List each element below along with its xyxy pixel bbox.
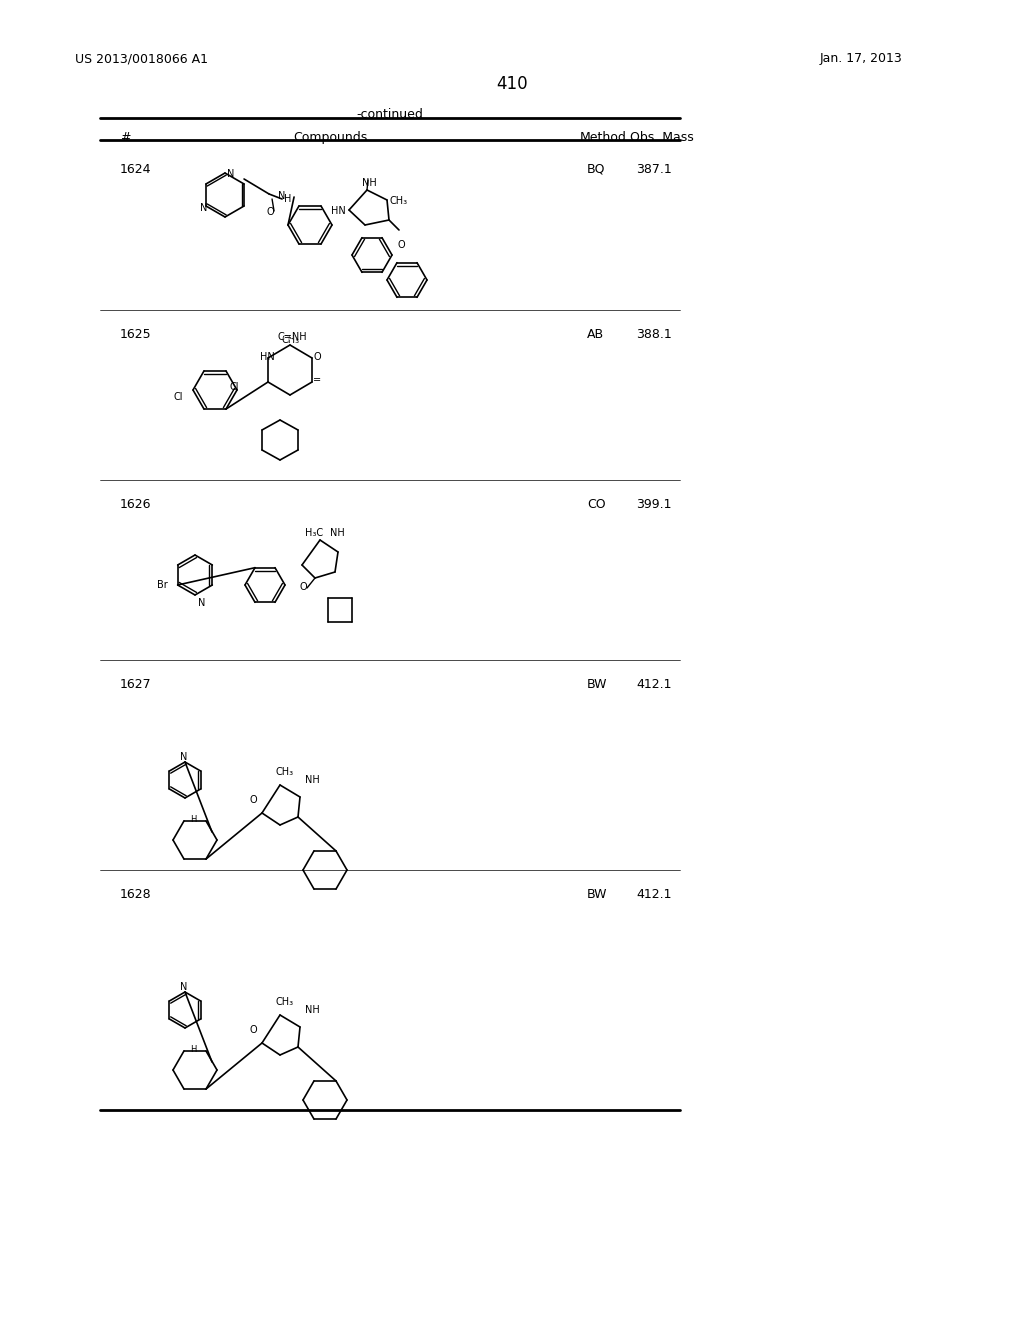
Text: CH₃: CH₃: [275, 997, 293, 1007]
Text: CH₃: CH₃: [282, 335, 300, 345]
Text: US 2013/0018066 A1: US 2013/0018066 A1: [75, 51, 208, 65]
Text: 399.1: 399.1: [636, 498, 672, 511]
Text: HN: HN: [331, 206, 346, 216]
Text: Jan. 17, 2013: Jan. 17, 2013: [820, 51, 903, 65]
Text: CH₃: CH₃: [390, 195, 409, 206]
Text: NH: NH: [330, 528, 345, 539]
Text: N: N: [198, 598, 206, 609]
Text: 410: 410: [497, 75, 527, 92]
Text: C=NH: C=NH: [278, 333, 307, 342]
Text: BW: BW: [587, 678, 607, 690]
Text: =: =: [313, 375, 322, 385]
Text: HN: HN: [260, 352, 274, 362]
Text: BW: BW: [587, 888, 607, 902]
Text: O: O: [250, 795, 258, 805]
Text: 387.1: 387.1: [636, 162, 672, 176]
Text: NH: NH: [305, 775, 319, 785]
Text: 1625: 1625: [120, 327, 152, 341]
Text: N: N: [200, 203, 208, 213]
Text: Br: Br: [157, 579, 168, 590]
Text: -continued: -continued: [356, 108, 424, 121]
Text: 1624: 1624: [120, 162, 152, 176]
Text: Method: Method: [580, 131, 627, 144]
Text: O: O: [300, 582, 307, 591]
Text: N: N: [227, 169, 234, 180]
Text: 412.1: 412.1: [636, 888, 672, 902]
Text: 1627: 1627: [120, 678, 152, 690]
Text: O: O: [397, 240, 404, 249]
Text: 1628: 1628: [120, 888, 152, 902]
Text: Compounds: Compounds: [293, 131, 368, 144]
Text: Cl: Cl: [173, 392, 182, 403]
Text: O: O: [313, 352, 321, 362]
Text: N: N: [180, 982, 187, 993]
Text: H: H: [190, 1045, 197, 1053]
Text: CH₃: CH₃: [275, 767, 293, 777]
Text: H₃C: H₃C: [305, 528, 324, 539]
Text: N: N: [180, 752, 187, 762]
Text: #: #: [120, 131, 130, 144]
Text: Obs. Mass: Obs. Mass: [630, 131, 693, 144]
Text: Cl: Cl: [229, 381, 239, 392]
Text: N: N: [279, 191, 286, 201]
Text: O: O: [250, 1026, 258, 1035]
Text: iminol: iminol: [275, 335, 297, 341]
Text: CO: CO: [587, 498, 605, 511]
Text: NH: NH: [362, 178, 377, 187]
Text: 388.1: 388.1: [636, 327, 672, 341]
Text: O: O: [266, 207, 273, 216]
Text: H: H: [190, 814, 197, 824]
Text: 1626: 1626: [120, 498, 152, 511]
Text: NH: NH: [305, 1005, 319, 1015]
Text: H: H: [284, 194, 292, 205]
Text: BQ: BQ: [587, 162, 605, 176]
Text: AB: AB: [587, 327, 604, 341]
Text: 412.1: 412.1: [636, 678, 672, 690]
